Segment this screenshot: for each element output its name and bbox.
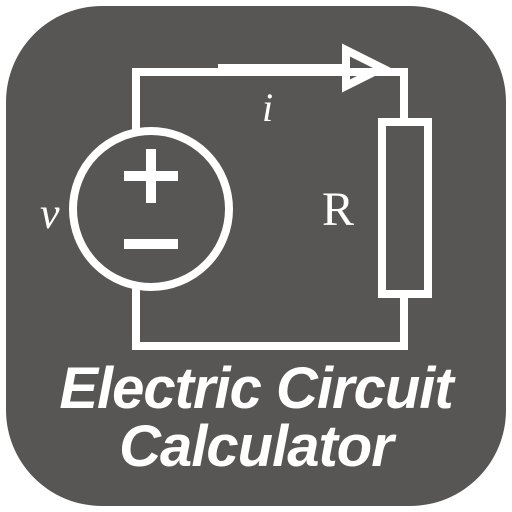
resistor [382,122,428,294]
app-title: Electric CircuitCalculator [6,360,506,476]
label-i: i [262,84,273,131]
label-v: v [40,188,60,239]
app-icon-background: v i R Electric CircuitCalculator [6,6,506,506]
app-title-line2: Calculator [6,418,506,476]
app-title-line1: Electric Circuit [6,360,506,418]
label-R: R [322,182,354,237]
